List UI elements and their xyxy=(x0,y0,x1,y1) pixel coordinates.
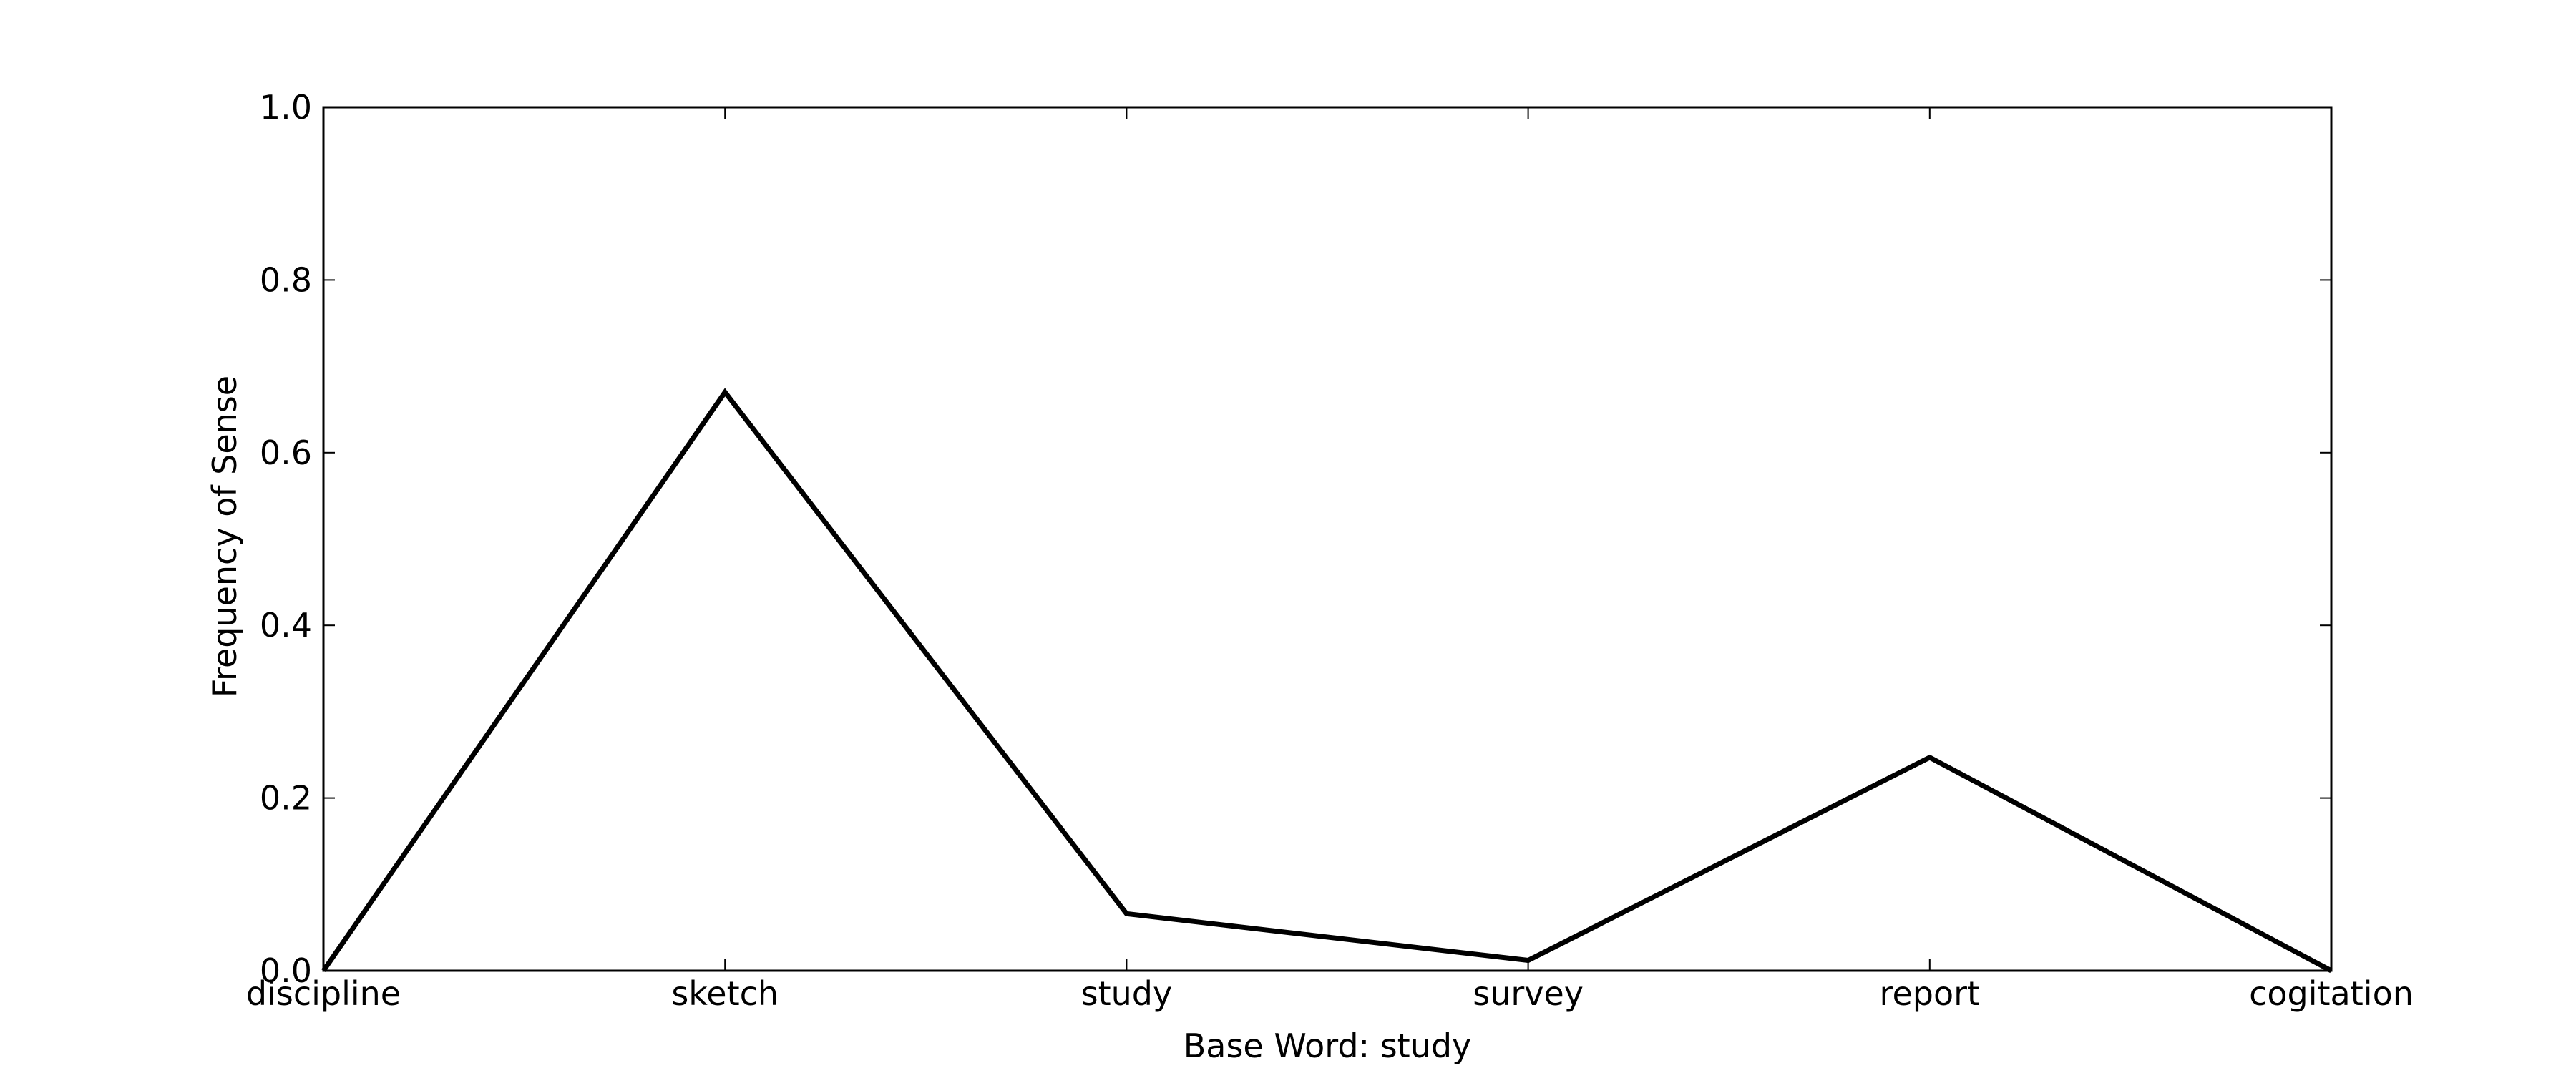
y-tick-label: 0.0 xyxy=(260,951,312,990)
x-tick-label-study: study xyxy=(1081,974,1173,1013)
x-tick-label-discipline: discipline xyxy=(246,974,401,1013)
y-axis-label: Frequency of Sense xyxy=(205,376,244,697)
x-tick-label-sketch: sketch xyxy=(671,974,779,1013)
y-tick-label: 0.2 xyxy=(260,779,312,818)
y-tick-label: 0.4 xyxy=(260,606,312,645)
axes-frame xyxy=(322,106,2333,972)
x-tick-label-cogitation: cogitation xyxy=(2249,974,2414,1013)
y-tick-label: 1.0 xyxy=(260,88,312,127)
x-axis-label: Base Word: study xyxy=(1184,1027,1472,1065)
y-tick-label: 0.6 xyxy=(260,433,312,472)
y-tick-label: 0.8 xyxy=(260,260,312,299)
x-tick-label-survey: survey xyxy=(1473,974,1584,1013)
x-tick-label-report: report xyxy=(1880,974,1981,1013)
series-line xyxy=(321,388,2333,974)
axes: 0.0 0.2 0.4 0.6 0.8 1.0 discipline sketch study s… xyxy=(246,88,2414,1013)
